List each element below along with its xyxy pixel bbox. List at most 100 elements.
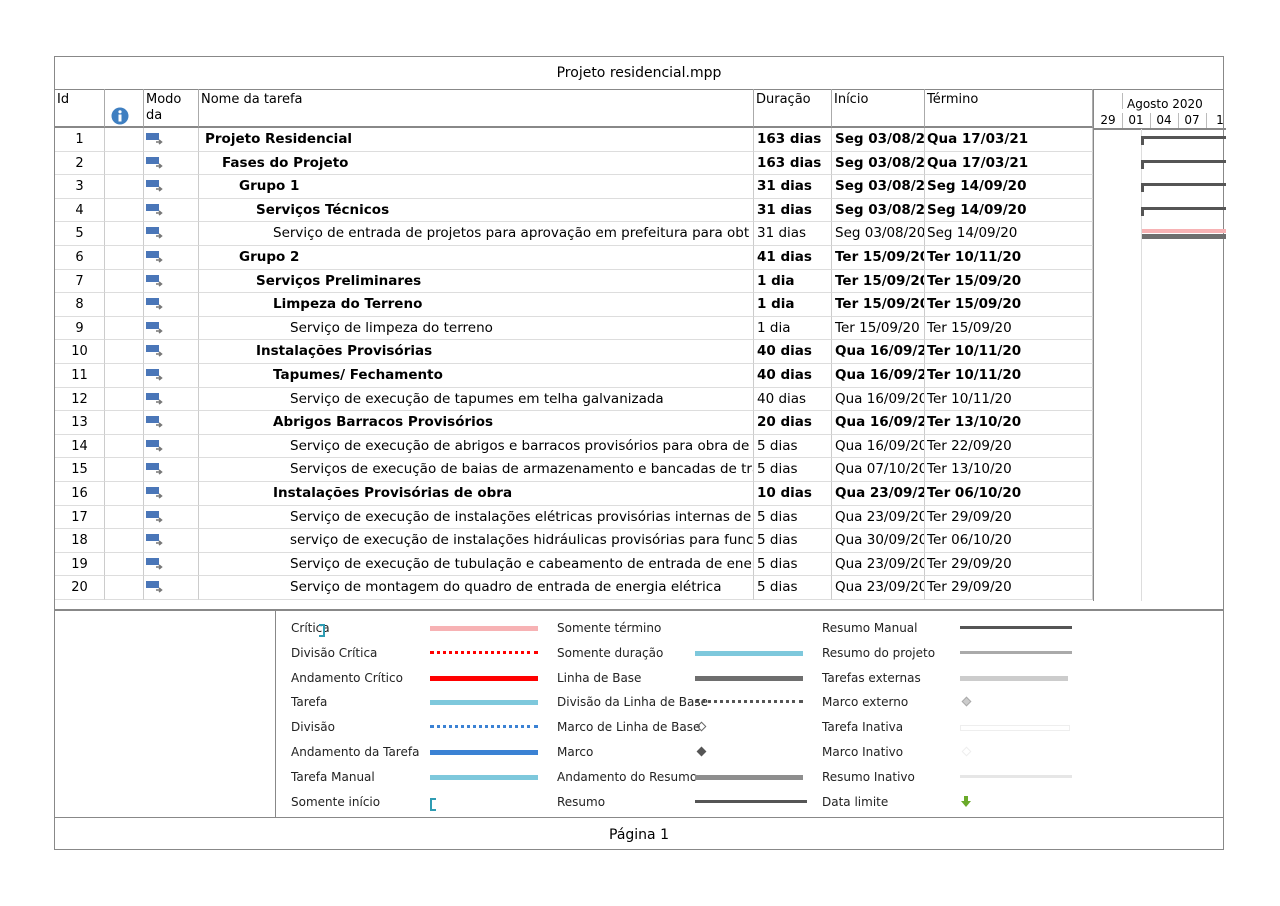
task-start[interactable]: Qua 23/09/20 <box>832 552 925 577</box>
task-start[interactable]: Ter 15/09/20 <box>832 269 925 294</box>
table-row[interactable]: 10 Instalações Provisórias 40 dias Qua 1… <box>55 340 1093 364</box>
task-duration[interactable]: 163 dias <box>754 151 832 176</box>
table-row[interactable]: 13 Abrigos Barracos Provisórios 20 dias … <box>55 411 1093 435</box>
table-row[interactable]: 18 serviço de execução de instalações hi… <box>55 529 1093 553</box>
task-finish[interactable]: Ter 06/10/20 <box>925 529 1093 553</box>
task-start[interactable]: Seg 03/08/20 <box>832 222 925 246</box>
task-mode-cell[interactable] <box>144 340 199 364</box>
task-mode-cell[interactable] <box>144 222 199 246</box>
task-mode-cell[interactable] <box>144 246 199 270</box>
task-start[interactable]: Ter 15/09/20 <box>832 293 925 317</box>
task-mode-cell[interactable] <box>144 576 199 600</box>
task-duration[interactable]: 1 dia <box>754 316 832 341</box>
task-finish[interactable]: Qua 17/03/21 <box>925 128 1093 152</box>
table-row[interactable]: 7 Serviços Preliminares 1 dia Ter 15/09/… <box>55 269 1093 294</box>
task-start[interactable]: Qua 16/09/20 <box>832 434 925 459</box>
task-finish[interactable]: Seg 14/09/20 <box>925 222 1093 246</box>
header-duration[interactable]: Duração <box>754 89 832 128</box>
task-duration[interactable]: 5 dias <box>754 458 832 482</box>
task-duration[interactable]: 20 dias <box>754 411 832 435</box>
task-name[interactable]: Instalações Provisórias <box>199 340 754 364</box>
table-row[interactable]: 2 Fases do Projeto 163 dias Seg 03/08/20… <box>55 151 1093 176</box>
task-duration[interactable]: 31 dias <box>754 222 832 246</box>
task-finish[interactable]: Ter 10/11/20 <box>925 246 1093 270</box>
task-name[interactable]: Abrigos Barracos Provisórios <box>199 411 754 435</box>
task-start[interactable]: Qua 16/09/20 <box>832 411 925 435</box>
task-duration[interactable]: 5 dias <box>754 576 832 600</box>
task-start[interactable]: Seg 03/08/20 <box>832 175 925 199</box>
task-name[interactable]: Serviços Técnicos <box>199 198 754 223</box>
task-mode-cell[interactable] <box>144 128 199 152</box>
table-row[interactable]: 11 Tapumes/ Fechamento 40 dias Qua 16/09… <box>55 364 1093 388</box>
task-start[interactable]: Qua 23/09/20 <box>832 482 925 506</box>
task-start[interactable]: Seg 03/08/20 <box>832 151 925 176</box>
task-name[interactable]: Serviço de execução de instalações elétr… <box>199 505 754 530</box>
task-finish[interactable]: Ter 10/11/20 <box>925 387 1093 412</box>
task-start[interactable]: Qua 23/09/20 <box>832 576 925 600</box>
task-duration[interactable]: 40 dias <box>754 364 832 388</box>
task-start[interactable]: Qua 30/09/20 <box>832 529 925 553</box>
task-name[interactable]: Fases do Projeto <box>199 151 754 176</box>
task-mode-cell[interactable] <box>144 198 199 223</box>
table-row[interactable]: 4 Serviços Técnicos 31 dias Seg 03/08/20… <box>55 198 1093 223</box>
table-row[interactable]: 5 Serviço de entrada de projetos para ap… <box>55 222 1093 246</box>
task-duration[interactable]: 31 dias <box>754 175 832 199</box>
task-name[interactable]: Serviços de execução de baias de armazen… <box>199 458 754 482</box>
header-info[interactable] <box>105 89 144 128</box>
task-finish[interactable]: Ter 29/09/20 <box>925 552 1093 577</box>
task-mode-cell[interactable] <box>144 458 199 482</box>
task-name[interactable]: Instalações Provisórias de obra <box>199 482 754 506</box>
summary-bar[interactable] <box>1141 183 1226 193</box>
task-start[interactable]: Seg 03/08/20 <box>832 198 925 223</box>
task-finish[interactable]: Ter 10/11/20 <box>925 340 1093 364</box>
task-start[interactable]: Qua 16/09/20 <box>832 364 925 388</box>
task-mode-cell[interactable] <box>144 529 199 553</box>
summary-bar[interactable] <box>1141 136 1226 145</box>
table-row[interactable]: 15 Serviços de execução de baias de arma… <box>55 458 1093 482</box>
table-row[interactable]: 8 Limpeza do Terreno 1 dia Ter 15/09/20 … <box>55 293 1093 317</box>
header-name[interactable]: Nome da tarefa <box>199 89 754 128</box>
task-name[interactable]: Serviço de execução de abrigos e barraco… <box>199 434 754 459</box>
task-mode-cell[interactable] <box>144 552 199 577</box>
task-name[interactable]: Grupo 2 <box>199 246 754 270</box>
task-mode-cell[interactable] <box>144 175 199 199</box>
summary-bar[interactable] <box>1141 206 1226 216</box>
task-duration[interactable]: 5 dias <box>754 552 832 577</box>
task-duration[interactable]: 5 dias <box>754 529 832 553</box>
task-mode-cell[interactable] <box>144 151 199 176</box>
task-start[interactable]: Ter 15/09/20 <box>832 246 925 270</box>
task-duration[interactable]: 40 dias <box>754 340 832 364</box>
task-name[interactable]: Serviço de limpeza do terreno <box>199 316 754 341</box>
summary-bar[interactable] <box>1141 159 1226 169</box>
table-row[interactable]: 1 Projeto Residencial 163 dias Seg 03/08… <box>55 128 1093 152</box>
task-name[interactable]: Serviço de montagem do quadro de entrada… <box>199 576 754 600</box>
task-duration[interactable]: 1 dia <box>754 293 832 317</box>
task-duration[interactable]: 31 dias <box>754 198 832 223</box>
task-name[interactable]: Serviços Preliminares <box>199 269 754 294</box>
task-finish[interactable]: Ter 13/10/20 <box>925 411 1093 435</box>
task-duration[interactable]: 5 dias <box>754 434 832 459</box>
task-name[interactable]: serviço de execução de instalações hidrá… <box>199 529 754 553</box>
table-row[interactable]: 19 Serviço de execução de tubulação e ca… <box>55 552 1093 577</box>
table-row[interactable]: 17 Serviço de execução de instalações el… <box>55 505 1093 530</box>
task-name[interactable]: Serviço de execução de tapumes em telha … <box>199 387 754 412</box>
table-row[interactable]: 16 Instalações Provisórias de obra 10 di… <box>55 482 1093 506</box>
header-start[interactable]: Início <box>832 89 925 128</box>
table-row[interactable]: 14 Serviço de execução de abrigos e barr… <box>55 434 1093 459</box>
task-finish[interactable]: Ter 15/09/20 <box>925 293 1093 317</box>
task-finish[interactable]: Seg 14/09/20 <box>925 175 1093 199</box>
task-start[interactable]: Qua 16/09/20 <box>832 340 925 364</box>
task-name[interactable]: Projeto Residencial <box>199 128 754 152</box>
task-finish[interactable]: Ter 13/10/20 <box>925 458 1093 482</box>
task-mode-cell[interactable] <box>144 482 199 506</box>
task-duration[interactable]: 163 dias <box>754 128 832 152</box>
table-row[interactable]: 12 Serviço de execução de tapumes em tel… <box>55 387 1093 412</box>
task-start[interactable]: Seg 03/08/20 <box>832 128 925 152</box>
header-id[interactable]: Id <box>55 89 105 128</box>
task-mode-cell[interactable] <box>144 505 199 530</box>
task-finish[interactable]: Seg 14/09/20 <box>925 198 1093 223</box>
task-mode-cell[interactable] <box>144 316 199 341</box>
task-finish[interactable]: Ter 29/09/20 <box>925 505 1093 530</box>
task-mode-cell[interactable] <box>144 387 199 412</box>
task-start[interactable]: Ter 15/09/20 <box>832 316 925 341</box>
